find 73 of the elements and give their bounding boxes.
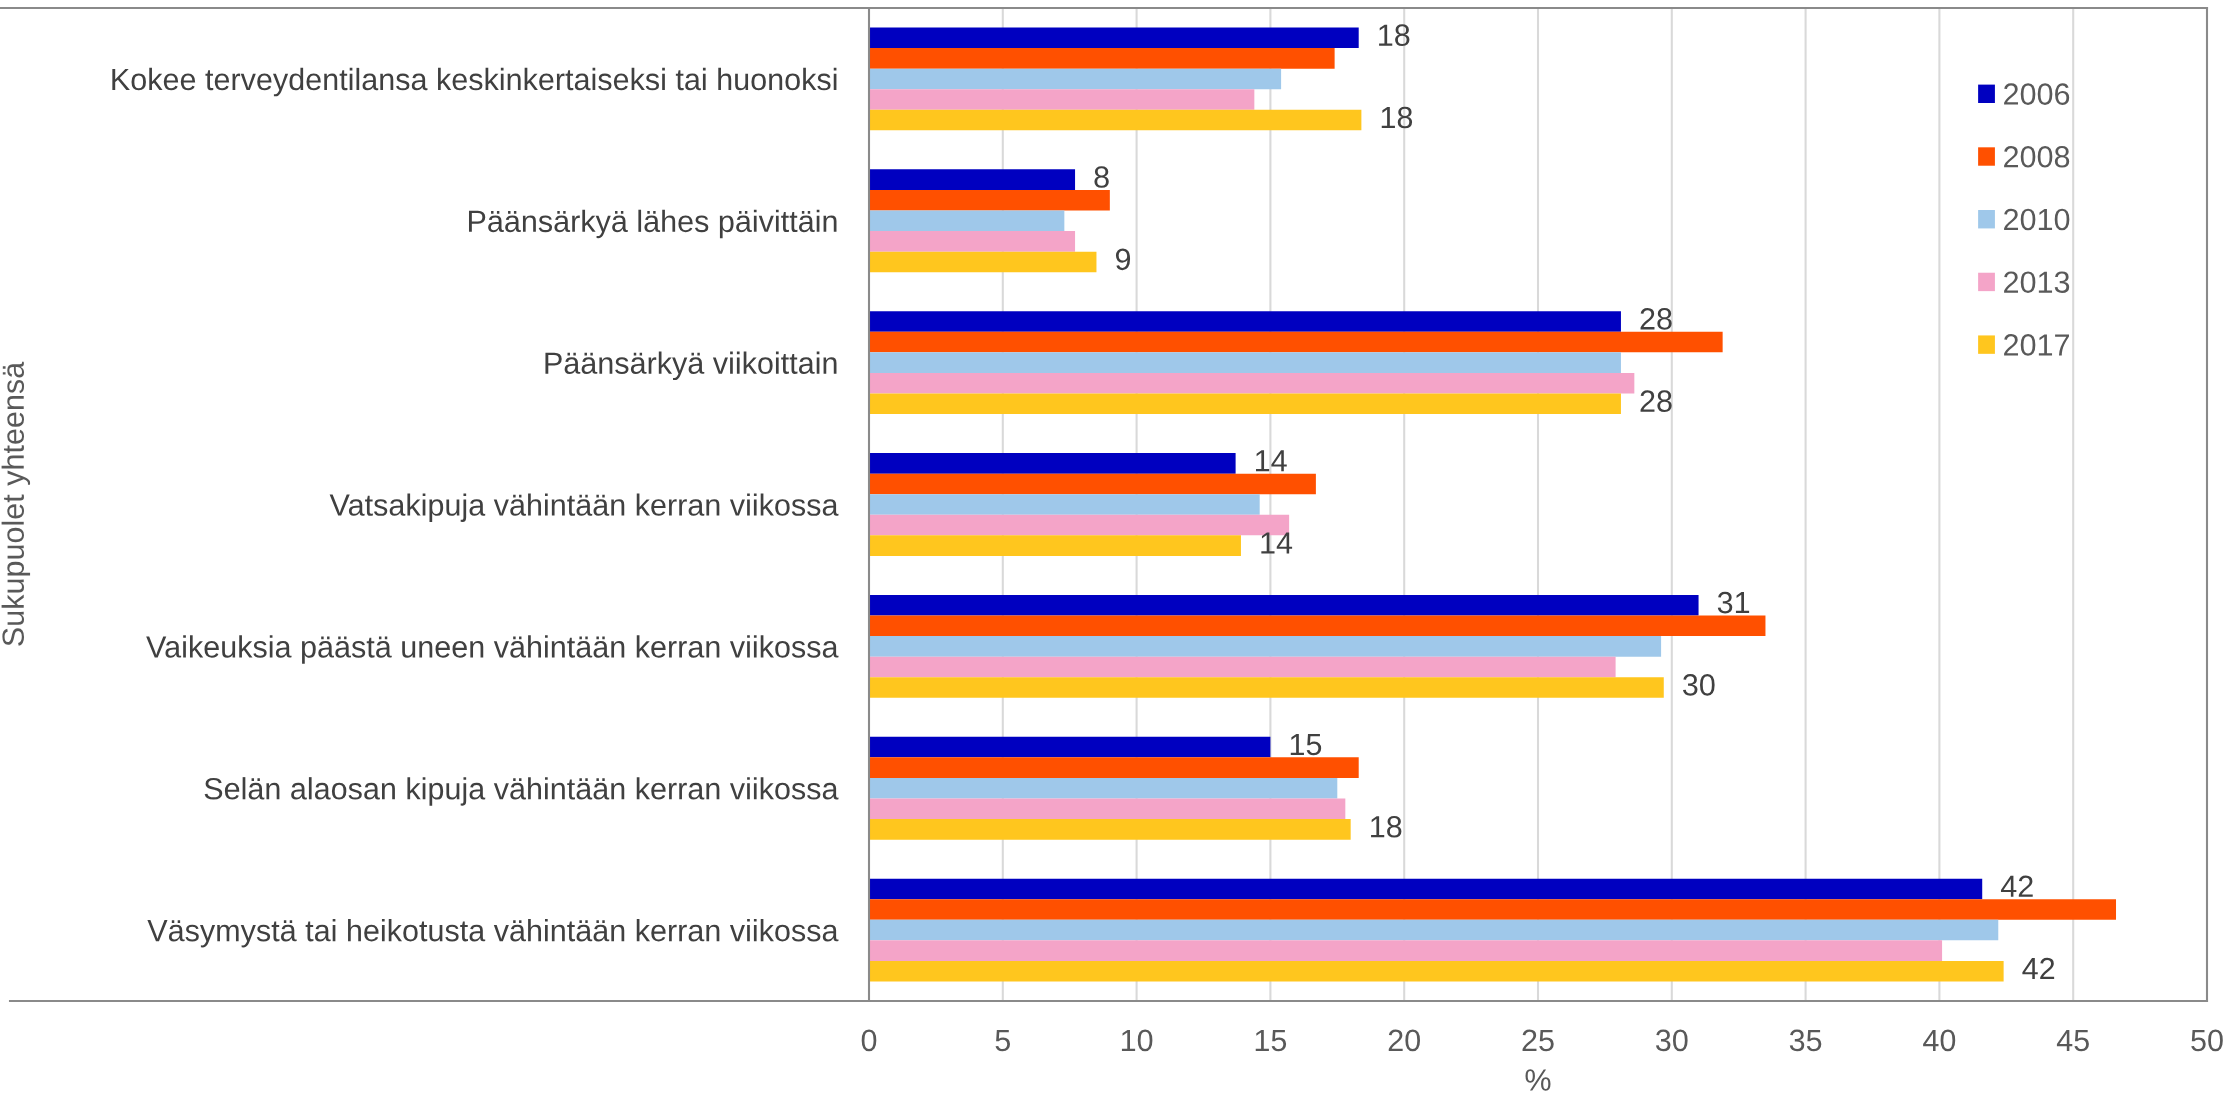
bar bbox=[869, 189, 1110, 211]
bar bbox=[869, 231, 1076, 252]
bar bbox=[869, 210, 1065, 232]
data-label: 9 bbox=[1115, 248, 1131, 271]
legend-label: 2006 bbox=[2004, 83, 2070, 105]
bar bbox=[869, 656, 1616, 678]
y-tick-label: Kokee terveydentilansa keskinkertaiseksi tai huonoksi bbox=[112, 67, 837, 97]
x-tick-label: 20 bbox=[1388, 1029, 1420, 1052]
legend-label: 2017 bbox=[2004, 334, 2069, 356]
bar bbox=[869, 494, 1260, 515]
bar bbox=[869, 68, 1282, 90]
legend-label: 2008 bbox=[2004, 145, 2070, 168]
data-label: 8 bbox=[1094, 166, 1109, 188]
data-label: 15 bbox=[1290, 733, 1322, 756]
x-tick-label: 15 bbox=[1255, 1029, 1287, 1052]
bar bbox=[869, 878, 1983, 900]
legend-label: 2013 bbox=[2004, 271, 2070, 294]
bar bbox=[869, 331, 1723, 353]
y-tick-label: Päänsärkyä viikoittain bbox=[545, 351, 837, 381]
data-label: 28 bbox=[1640, 308, 1672, 330]
bar bbox=[869, 352, 1621, 373]
data-label: 18 bbox=[1371, 815, 1402, 838]
bar bbox=[869, 372, 1635, 394]
x-tick-label: 0 bbox=[861, 1029, 877, 1052]
bar bbox=[869, 393, 1621, 415]
data-label: 14 bbox=[1261, 532, 1293, 554]
legend-label: 2010 bbox=[2004, 208, 2070, 231]
x-tick-label: 45 bbox=[2056, 1029, 2089, 1052]
data-label: 18 bbox=[1381, 106, 1413, 129]
y-tick-label: Vatsakipuja vähintään kerran viikossa bbox=[329, 493, 839, 522]
y-tick-label: Väsymystä tai heikotusta vähintään kerran viikossa bbox=[147, 919, 839, 948]
y-tick-label: Vaikeuksia päästä uneen vähintään kerran viikossa bbox=[146, 635, 839, 664]
bar bbox=[869, 919, 1999, 941]
bar bbox=[869, 48, 1335, 69]
x-tick-label: 50 bbox=[2191, 1029, 2223, 1052]
y-tick-label: Päänsärkyä lähes päivittäin bbox=[468, 209, 837, 239]
y-axis-title: Sukupuolet yhteensä bbox=[1, 361, 31, 646]
bar bbox=[869, 960, 2004, 982]
bar bbox=[869, 757, 1359, 778]
bar bbox=[869, 677, 1664, 698]
bar bbox=[869, 940, 1943, 961]
bar bbox=[869, 777, 1338, 799]
bar bbox=[869, 311, 1621, 332]
bar bbox=[869, 473, 1316, 495]
bar bbox=[869, 736, 1271, 758]
bar bbox=[869, 798, 1346, 820]
data-label: 42 bbox=[2022, 957, 2055, 980]
x-tick-label: 30 bbox=[1655, 1029, 1688, 1052]
bar bbox=[869, 27, 1359, 49]
bar bbox=[869, 535, 1241, 556]
data-label: 18 bbox=[1379, 24, 1410, 46]
bar bbox=[869, 169, 1076, 190]
x-tick-label: 40 bbox=[1923, 1029, 1956, 1052]
x-tick-label: 25 bbox=[1522, 1029, 1554, 1052]
x-tick-label: 5 bbox=[995, 1029, 1011, 1052]
data-label: 30 bbox=[1682, 674, 1715, 696]
bar bbox=[869, 899, 2117, 920]
data-label: 31 bbox=[1717, 591, 1750, 614]
bar bbox=[869, 453, 1236, 474]
bar bbox=[869, 89, 1255, 110]
x-tick-label: 35 bbox=[1789, 1029, 1822, 1052]
data-label: 28 bbox=[1640, 390, 1672, 412]
bar bbox=[869, 615, 1766, 637]
bar bbox=[869, 251, 1097, 273]
bar bbox=[869, 594, 1699, 616]
x-tick-label: 10 bbox=[1121, 1029, 1153, 1052]
bar bbox=[869, 636, 1662, 657]
data-label: 42 bbox=[2000, 875, 2033, 897]
y-tick-label: Selän alaosan kipuja vähintään kerran viikossa bbox=[204, 777, 839, 806]
x-axis-title: % bbox=[1525, 1069, 1551, 1091]
bar bbox=[869, 819, 1351, 840]
data-label: 14 bbox=[1256, 450, 1287, 472]
bar bbox=[869, 109, 1362, 131]
